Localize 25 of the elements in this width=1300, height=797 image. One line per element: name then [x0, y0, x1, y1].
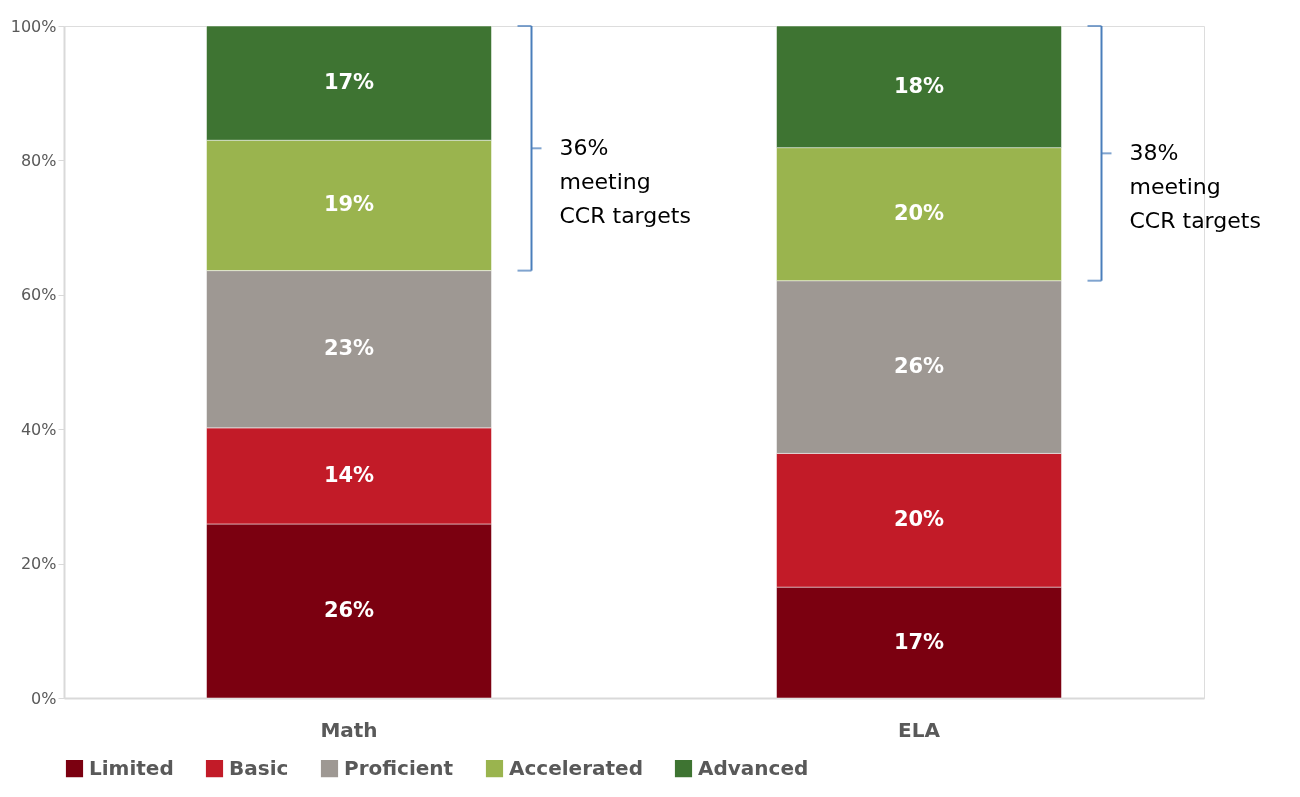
y-tick-label: 60%: [20, 285, 57, 305]
y-tick-label: 0%: [31, 688, 57, 708]
y-tick-label: 20%: [20, 554, 57, 574]
data-label: 14%: [323, 462, 375, 487]
legend-label: Basic: [229, 755, 289, 780]
data-label: 26%: [323, 597, 375, 622]
data-label: 18%: [893, 73, 945, 98]
annotation: 38% meeting CCR targets: [1129, 140, 1261, 234]
data-label: 26%: [893, 354, 945, 379]
x-tick-label: Math: [320, 717, 378, 742]
y-tick-label: 80%: [20, 150, 57, 170]
x-tick-label: ELA: [898, 717, 941, 742]
data-label: 20%: [893, 507, 945, 532]
legend-label: Accelerated: [509, 755, 643, 780]
annotation: 36% meeting CCR targets: [559, 135, 691, 229]
y-tick-label: 100%: [10, 16, 57, 36]
data-label: 19%: [323, 192, 375, 217]
legend-label: Limited: [89, 755, 174, 780]
legend-label: Proficient: [344, 755, 454, 780]
legend-label: Advanced: [698, 755, 809, 780]
data-label: 20%: [893, 201, 945, 226]
y-tick-label: 40%: [20, 419, 57, 439]
data-label: 23%: [323, 336, 375, 361]
data-label: 17%: [893, 629, 945, 654]
data-label: 17%: [323, 70, 375, 95]
